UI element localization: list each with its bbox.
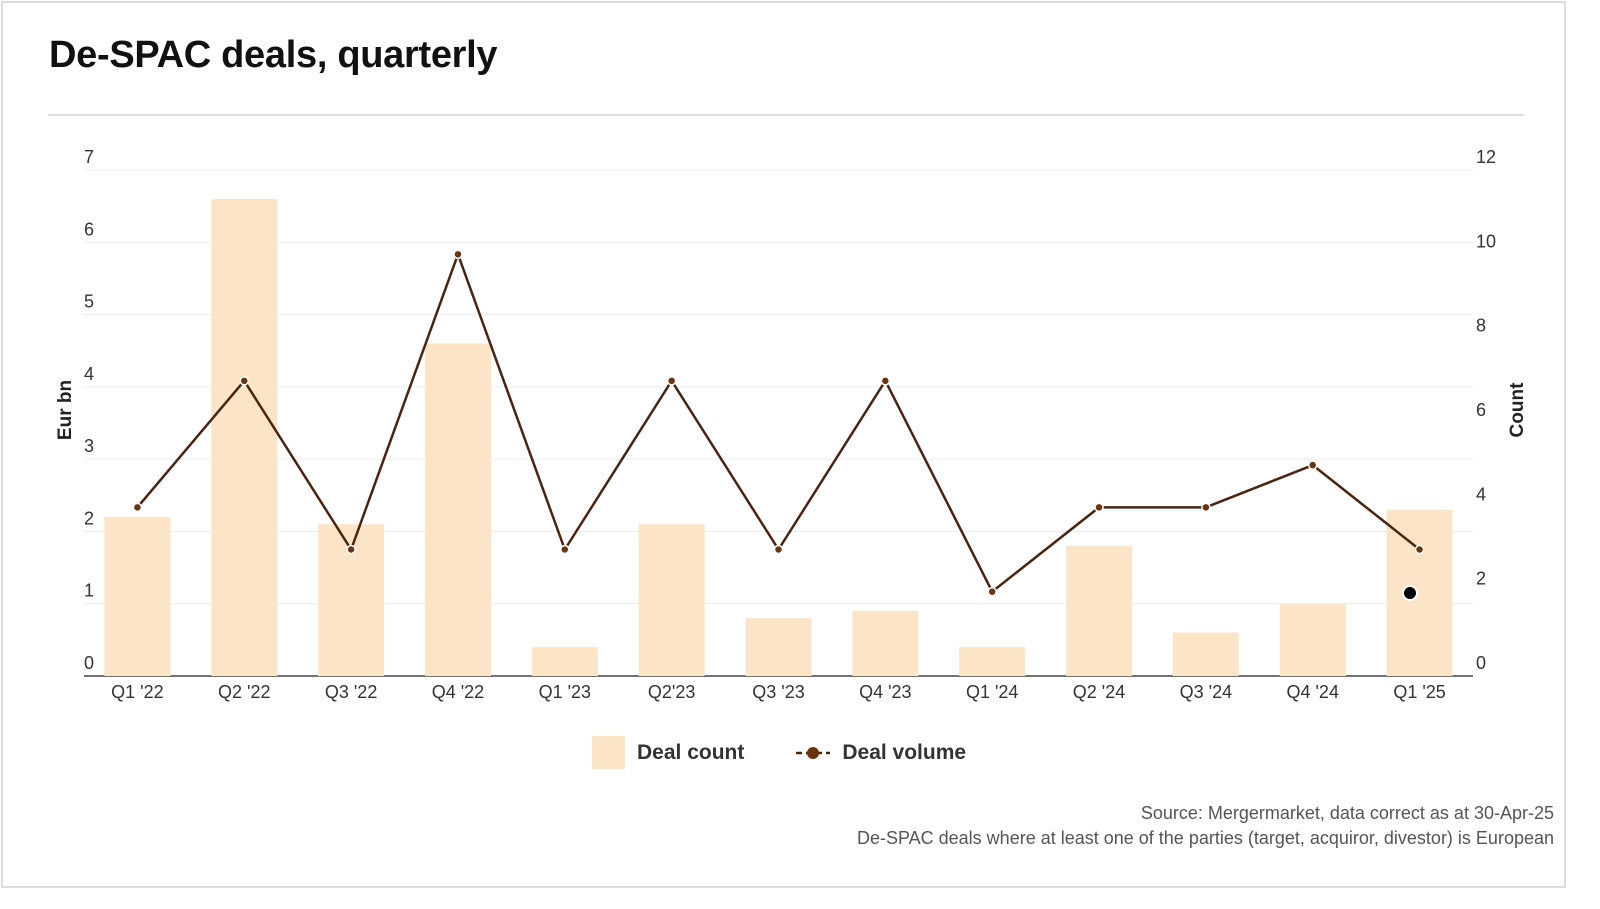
deal-volume-swatch xyxy=(796,746,831,759)
x-axis-tick: Q1 '25 xyxy=(1393,682,1445,702)
x-axis-tick: Q3 '23 xyxy=(752,682,804,702)
legend-label-deal-count: Deal count xyxy=(637,740,745,764)
bar-deal-count xyxy=(211,198,278,676)
point-deal-volume xyxy=(666,376,677,386)
x-axis-tick: Q3 '24 xyxy=(1180,682,1232,702)
x-axis-tick: Q2'23 xyxy=(648,682,695,702)
bar-deal-count xyxy=(424,343,491,676)
gridlines xyxy=(84,169,1473,677)
left-axis-tick: 5 xyxy=(84,292,94,312)
source-note: Source: Mergermarket, data correct as at… xyxy=(857,801,1554,851)
left-axis-tick: 7 xyxy=(84,147,94,167)
right-axis-tick: 8 xyxy=(1476,316,1486,336)
x-axis-tick: Q1 '22 xyxy=(111,682,163,702)
point-deal-volume xyxy=(560,544,570,555)
bar-deal-count xyxy=(959,647,1026,676)
x-axis-ticks: Q1 '22 Q2 '22 Q3 '22 Q4 '22 Q1 '23 Q2'23 Q3 '2… xyxy=(111,682,1446,702)
right-axis-tick: 6 xyxy=(1476,400,1486,420)
point-deal-volume xyxy=(1201,502,1211,513)
left-axis-ticks: 0 1 2 3 4 5 6 7 xyxy=(84,147,94,673)
bar-deal-count xyxy=(1066,545,1133,676)
left-axis-tick: 6 xyxy=(84,219,94,239)
right-axis-ticks: 0 2 4 6 8 10 12 xyxy=(1476,147,1496,673)
legend-label-deal-volume: Deal volume xyxy=(842,740,967,764)
legend-item-deal-volume[interactable]: Deal volume xyxy=(796,741,966,765)
chart-legend: Deal count Deal volume xyxy=(592,736,1018,769)
legend-item-deal-count[interactable]: Deal count xyxy=(592,736,744,769)
right-axis-title: Count xyxy=(1507,382,1528,438)
right-axis-tick: 12 xyxy=(1476,147,1496,167)
left-axis-title: Eur bn xyxy=(55,380,76,440)
bar-deal-count xyxy=(1386,509,1453,676)
point-deal-volume xyxy=(880,376,891,386)
point-deal-volume xyxy=(239,376,250,386)
source-line-1: Source: Mergermarket, data correct as at… xyxy=(1140,803,1554,823)
left-axis-tick: 2 xyxy=(84,508,94,528)
deal-count-swatch xyxy=(592,736,625,769)
left-axis-tick: 4 xyxy=(84,364,94,384)
x-axis-tick: Q2 '22 xyxy=(218,682,270,702)
point-deal-volume xyxy=(132,502,143,513)
bar-deal-count xyxy=(745,618,812,676)
left-axis-tick: 1 xyxy=(84,581,94,601)
x-axis-tick: Q1 '23 xyxy=(539,682,591,702)
chart-title: De-SPAC deals, quarterly xyxy=(49,34,498,76)
right-axis-tick: 4 xyxy=(1476,484,1486,504)
x-axis-tick: Q1 '24 xyxy=(966,682,1018,702)
cursor-dot xyxy=(1402,585,1418,601)
right-axis-tick: 2 xyxy=(1476,569,1486,589)
bar-deal-count xyxy=(638,524,705,676)
right-axis-tick: 0 xyxy=(1476,653,1486,673)
point-deal-volume xyxy=(453,249,463,260)
bar-deal-count xyxy=(852,610,919,676)
point-deal-volume xyxy=(773,544,784,555)
left-axis-tick: 3 xyxy=(84,436,94,456)
right-axis-tick: 10 xyxy=(1476,231,1496,251)
point-deal-volume xyxy=(1094,502,1104,513)
point-deal-volume xyxy=(346,544,356,555)
point-deal-volume xyxy=(1307,460,1318,470)
bar-deal-count xyxy=(1172,632,1239,676)
source-line-2: De-SPAC deals where at least one of the … xyxy=(856,828,1554,848)
title-divider xyxy=(48,114,1524,116)
bar-deal-count xyxy=(531,647,598,676)
bar-deal-count xyxy=(104,516,171,676)
point-deal-volume xyxy=(987,586,997,597)
line-series xyxy=(132,249,1425,597)
point-deal-volume xyxy=(1414,544,1425,555)
bar-deal-count xyxy=(1279,603,1346,676)
x-axis-tick: Q3 '22 xyxy=(325,682,377,702)
x-axis-tick: Q4 '23 xyxy=(859,682,911,702)
x-axis-tick: Q4 '22 xyxy=(432,682,484,702)
bar-series xyxy=(104,198,1453,676)
left-axis-tick: 0 xyxy=(84,653,94,673)
x-axis-tick: Q2 '24 xyxy=(1073,682,1125,702)
x-axis-tick: Q4 '24 xyxy=(1286,682,1338,702)
